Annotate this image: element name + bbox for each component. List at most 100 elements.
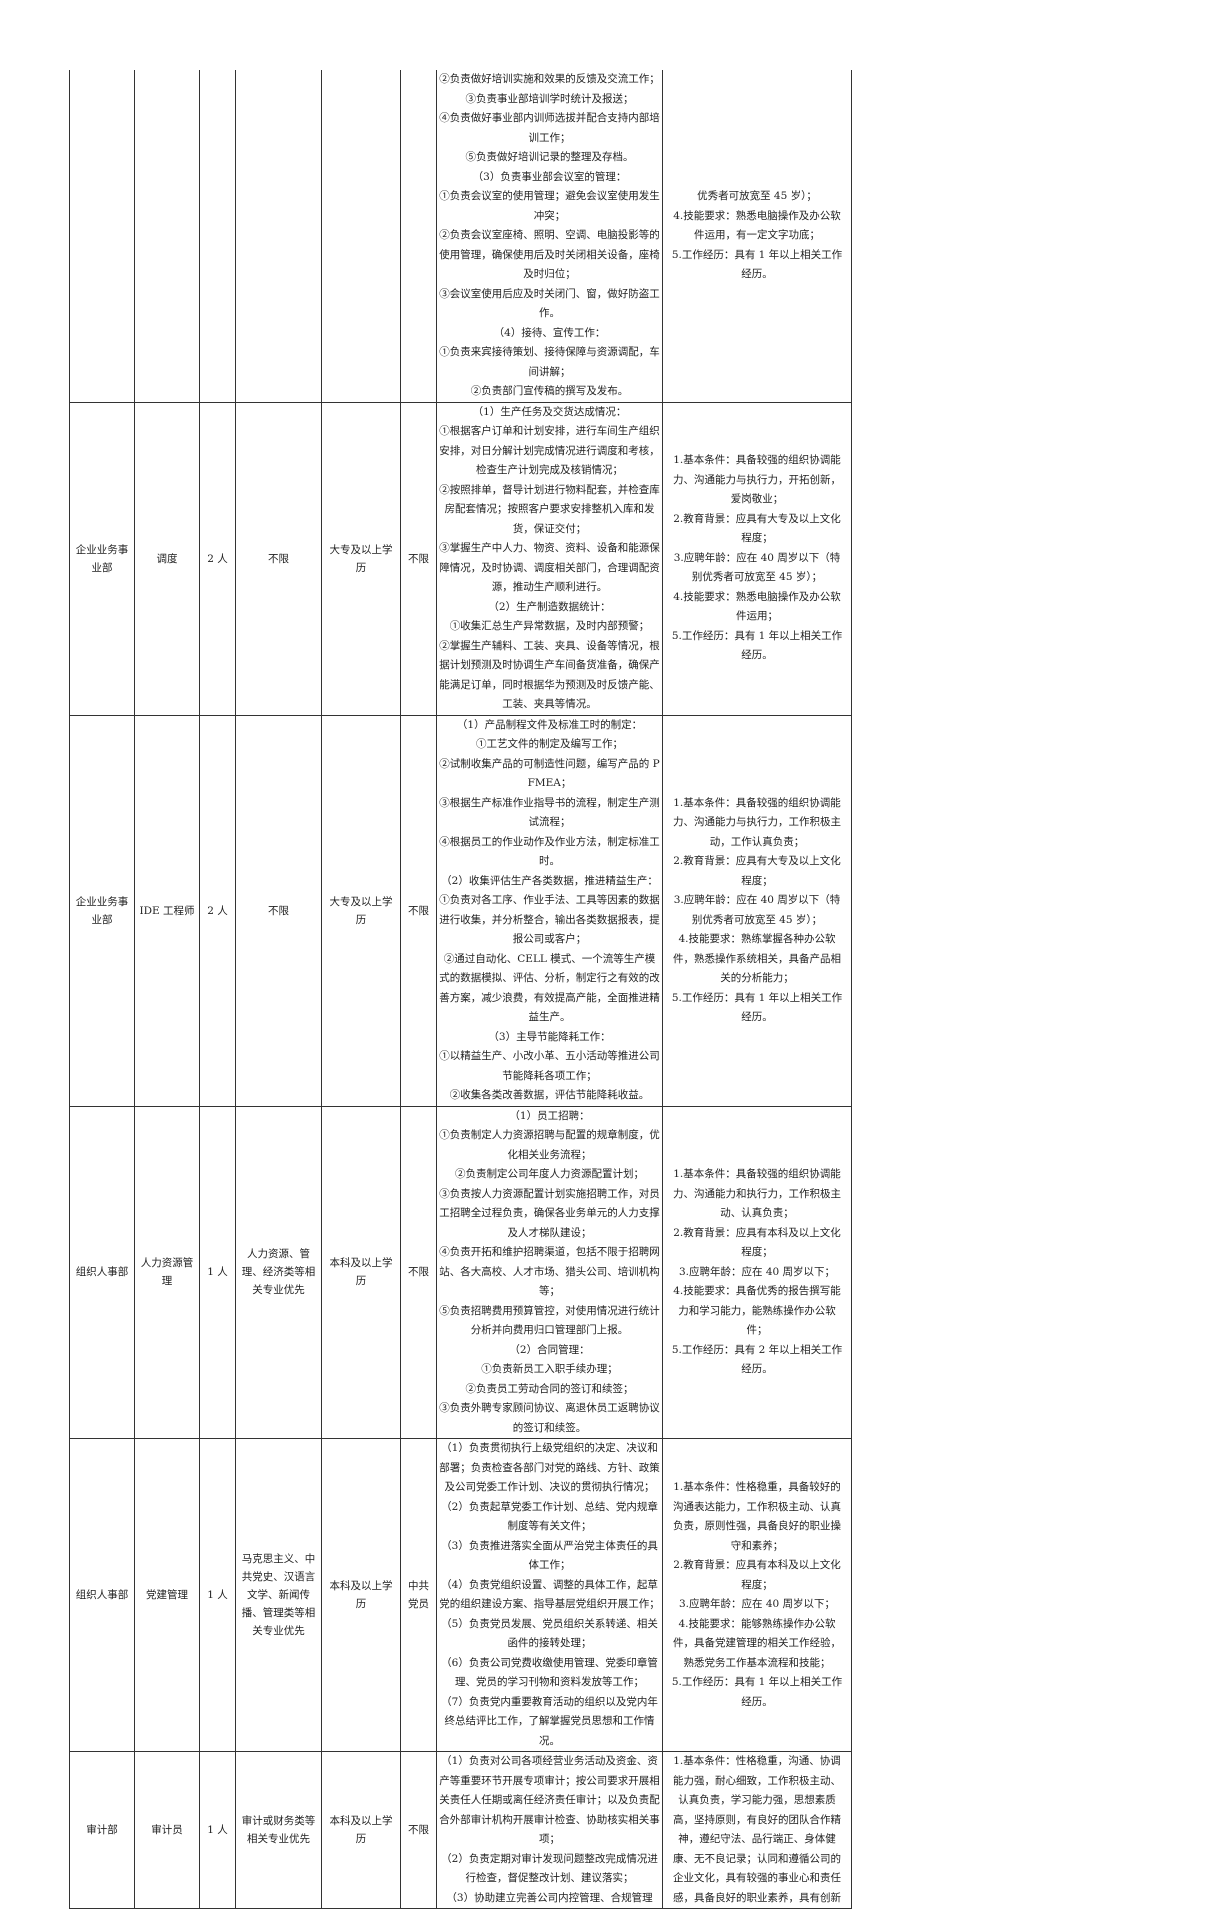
duty-item: ②负责员工劳动合同的签订和续签；: [465, 1382, 634, 1395]
table-row: 审计部 审计员 1 人审计或财务类等相关专业优先 本科及以上学历 不限 （1）负责对公司各…: [69, 1751, 852, 1909]
duty-item: ③根据生产标准作业指导书的流程，制定生产测试流程；: [439, 796, 660, 829]
duty-item: ⑤负责做好培训记录的整理及存档。: [465, 151, 634, 163]
duty-item: ⑤负责招聘费用预算管控，对使用情况进行统计分析并向费用归口管理部门上报。: [439, 1304, 660, 1337]
requirement-item: 3.应聘年龄：应在 40 周岁以下（特别优秀者可放宽至 45 岁）；: [673, 551, 841, 584]
duty-item: ①负责会议室的使用管理；避免会议室使用发生冲突；: [439, 190, 660, 222]
duty-item: （2）生产制造数据统计：: [488, 600, 611, 613]
education-cell: 本科及以上学历: [321, 1438, 401, 1752]
duty-item: （2）负责起草党委工作计划、总结、党内规章制度等有关文件；: [441, 1500, 658, 1533]
requirement-item: 1.基本条件：具备较强的组织协调能力、沟通能力与执行力，工作积极主动，工作认真负…: [673, 796, 841, 848]
duty-item: ④负责开拓和维护招聘渠道，包括不限于招聘网站、各大高校、人才市场、猎头公司、培训…: [439, 1246, 660, 1297]
requirement-item: 4.技能要求：具备优秀的报告撰写能力和学习能力，能熟练操作办公软件；: [673, 1285, 841, 1336]
duty-item: ①负责对各工序、作业手法、工具等因素的数据进行收集，并分析整合，输出各类数据报表…: [439, 894, 660, 945]
duty-item: ③会议室使用后应及时关闭门、窗，做好防盗工作。: [439, 287, 660, 320]
requirement-item: 5.工作经历：具有 1 年以上相关工作经历。: [671, 248, 843, 281]
duty-item: ①收集汇总生产异常数据，及时内部预警；: [449, 620, 650, 632]
duty-item: （2）负责定期对审计发现问题整改完成情况进行检查，督促整改计划、建议落实；: [441, 1852, 658, 1885]
major-cell: [235, 70, 322, 403]
requirement-item: 2.教育背景：应具有本科及以上文化程度；: [673, 1559, 841, 1591]
duties-cell: （1）负责对公司各项经营业务活动及资金、资产等重要环节开展专项审计；按公司要求开…: [436, 1751, 663, 1909]
duty-item: （3）协助建立完善公司内控管理、合规管理: [446, 1891, 653, 1904]
table-row: 组织人事部 党建管理 1 人马克思主义、中共党史、汉语言文学、新闻传播、管理类等相关…: [69, 1438, 852, 1752]
requirement-item: 1.基本条件：具备较强的组织协调能力、沟通能力和执行力，工作积极主动、认真负责；: [673, 1168, 841, 1219]
requirement-item: 4.技能要求：熟练掌握各种办公软件，熟悉操作系统相关，具备产品相关的分析能力；: [673, 933, 841, 984]
position-cell: IDE 工程师: [134, 714, 200, 1107]
requirement-item: 3.应聘年龄：应在 40 周岁以下；: [678, 1265, 836, 1278]
politics-cell: [400, 70, 437, 403]
duty-item: ②按照排单，督导计划进行物料配套，并检查库房配套情况；按照客户要求安排整机入库和…: [439, 483, 660, 535]
duties-cell: ②负责做好培训实施和效果的反馈及交流工作； ③负责事业部培训学时统计及报送； ④负责…: [436, 70, 663, 403]
table-row: 组织人事部 人力资源管理 1 人人力资源、管理、经济类等相关专业优先 本科及以上学历不…: [69, 1105, 852, 1439]
count-cell: 1 人: [199, 1438, 236, 1752]
duties-cell: （1）生产任务及交货达成情况： ①根据客户订单和计划安排，进行车间生产组织安排，对…: [436, 401, 663, 716]
politics-cell: 不限: [400, 401, 437, 716]
duty-item: ④根据员工的作业动作及作业方法，制定标准工时。: [439, 835, 660, 868]
duty-item: ③负责按人力资源配置计划实施招聘工作，对员工招聘全过程负责，确保各业务单元的人力…: [439, 1187, 660, 1239]
department-cell: 企业业务事业部: [69, 714, 135, 1107]
duty-item: ①负责来宾接待策划、接待保障与资源调配，车间讲解；: [439, 346, 660, 378]
requirements-cell: 1.基本条件：具备较强的组织协调能力、沟通能力与执行力，工作积极主动，工作认真负…: [662, 714, 852, 1107]
duty-item: （7）负责党内重要教育活动的组织以及党内年终总结评比工作，了解掌握党员思想和工作…: [441, 1695, 658, 1747]
education-cell: 本科及以上学历: [321, 1105, 401, 1439]
major-cell: 不限: [235, 401, 322, 716]
requirements-cell: 优秀者可放宽至 45 岁）； 4.技能要求：熟悉电脑操作及办公软件运用，有一定文字…: [662, 70, 852, 403]
duty-item: ②负责会议室座椅、照明、空调、电脑投影等的使用管理，确保使用后及时关闭相关设备，…: [439, 229, 660, 280]
requirement-item: 4.技能要求：熟悉电脑操作及办公软件运用；: [673, 590, 841, 623]
requirement-item: 5.工作经历：具有 1 年以上相关工作经历。: [671, 1676, 843, 1708]
requirement-item: 3.应聘年龄：应在 40 周岁以下；: [678, 1598, 836, 1610]
duty-item: （1）生产任务及交货达成情况：: [472, 405, 627, 418]
requirement-item: 5.工作经历：具有 2 年以上相关工作经历。: [671, 1343, 843, 1376]
position-cell: 审计员: [134, 1751, 200, 1909]
education-cell: [321, 70, 401, 403]
requirement-item: 2.教育背景：应具有大专及以上文化程度；: [673, 855, 841, 887]
politics-cell: 不限: [400, 1105, 437, 1439]
requirements-cell: 1.基本条件：性格稳重，沟通、协调能力强，耐心细致，工作积极主动、认真负责，学习…: [662, 1751, 852, 1909]
major-cell: 人力资源、管理、经济类等相关专业优先: [235, 1105, 322, 1439]
duty-item: （4）接待、宣传工作：: [493, 326, 606, 339]
count-cell: 2 人: [199, 401, 236, 716]
politics-cell: 不限: [400, 714, 437, 1107]
duty-item: ①负责新员工入职手续办理；: [481, 1363, 618, 1375]
duty-item: （2）收集评估生产各类数据，推进精益生产：: [441, 874, 658, 887]
major-cell: 不限: [235, 714, 322, 1107]
requirement-item: 3.应聘年龄：应在 40 周岁以下（特别优秀者可放宽至 45 岁）；: [673, 894, 841, 926]
table-row: ②负责做好培训实施和效果的反馈及交流工作； ③负责事业部培训学时统计及报送； ④负责…: [69, 70, 852, 403]
count-cell: 2 人: [199, 714, 236, 1107]
department-cell: 组织人事部: [69, 1438, 135, 1752]
requirement-item: 1.基本条件：性格稳重，具备较好的沟通表达能力，工作积极主动、认真负责，原则性强…: [673, 1481, 841, 1552]
duty-item: ①负责制定人力资源招聘与配置的规章制度，优化相关业务流程；: [439, 1129, 660, 1161]
position-cell: 调度: [134, 401, 200, 716]
requirements-cell: 1.基本条件：性格稳重，具备较好的沟通表达能力，工作积极主动、认真负责，原则性强…: [662, 1438, 852, 1752]
duty-item: （1）产品制程文件及标准工时的制定：: [456, 718, 643, 731]
duty-item: （6）负责公司党费收缴使用管理、党委印章管理、党员的学习刊物和资料发放等工作；: [441, 1656, 658, 1689]
department-cell: 审计部: [69, 1751, 135, 1909]
major-cell: 马克思主义、中共党史、汉语言文学、新闻传播、管理类等相关专业优先: [235, 1438, 322, 1752]
requirement-item: 1.基本条件：具备较强的组织协调能力、沟通能力与执行力，开拓创新，爱岗敬业；: [673, 454, 841, 506]
duty-item: ③掌握生产中人力、物资、资料、设备和能源保障情况，及时协调、调度相关部门，合理调…: [439, 542, 660, 593]
table-row: 企业业务事业部 IDE 工程师 2 人不限 大专及以上学历 不限 （1）产品制程文件及标准…: [69, 714, 852, 1107]
duty-item: ②收集各类改善数据，评估节能降耗收益。: [449, 1089, 650, 1101]
major-cell: 审计或财务类等相关专业优先: [235, 1751, 322, 1909]
education-cell: 大专及以上学历: [321, 401, 401, 716]
department-cell: 企业业务事业部: [69, 401, 135, 716]
count-cell: 1 人: [199, 1105, 236, 1439]
duties-cell: （1）负责贯彻执行上级党组织的决定、决议和部署；负责检查各部门对党的路线、方针、…: [436, 1438, 663, 1752]
politics-cell: 不限: [400, 1751, 437, 1909]
requirement-item: 4.技能要求：能够熟练操作办公软件，具备党建管理的相关工作经验，熟悉党务工作基本…: [673, 1617, 841, 1669]
table-row: 企业业务事业部 调度 2 人不限 大专及以上学历 不限 （1）生产任务及交货达成情况： ①根…: [69, 401, 852, 716]
politics-cell: 中共党员: [400, 1438, 437, 1752]
department-cell: 组织人事部: [69, 1105, 135, 1439]
recruitment-table: ②负责做好培训实施和效果的反馈及交流工作； ③负责事业部培训学时统计及报送； ④负责…: [69, 70, 852, 1909]
department-cell: [69, 70, 135, 403]
requirement-item: 优秀者可放宽至 45 岁）；: [697, 190, 817, 202]
duty-item: ①以精益生产、小改小革、五小活动等推进公司节能降耗各项工作；: [439, 1050, 660, 1082]
duty-item: （1）负责贯彻执行上级党组织的决定、决议和部署；负责检查各部门对党的路线、方针、…: [439, 1442, 660, 1493]
duty-item: ②通过自动化、CELL 模式、一个流等生产模式的数据模拟、评估、分析，制定行之有…: [439, 952, 660, 1024]
education-cell: 本科及以上学历: [321, 1751, 401, 1909]
requirement-item: 4.技能要求：熟悉电脑操作及办公软件运用，有一定文字功底；: [673, 209, 841, 242]
position-cell: [134, 70, 200, 403]
requirement-item: 1.基本条件：性格稳重，沟通、协调能力强，耐心细致，工作积极主动、认真负责，学习…: [673, 1755, 841, 1904]
duty-item: ②掌握生产辅料、工装、夹具、设备等情况，根据计划预测及时协调生产车间备货准备，确…: [439, 639, 660, 711]
duty-item: （1）员工招聘：: [509, 1109, 590, 1122]
duty-item: ①工艺文件的制定及编写工作；: [476, 738, 623, 750]
